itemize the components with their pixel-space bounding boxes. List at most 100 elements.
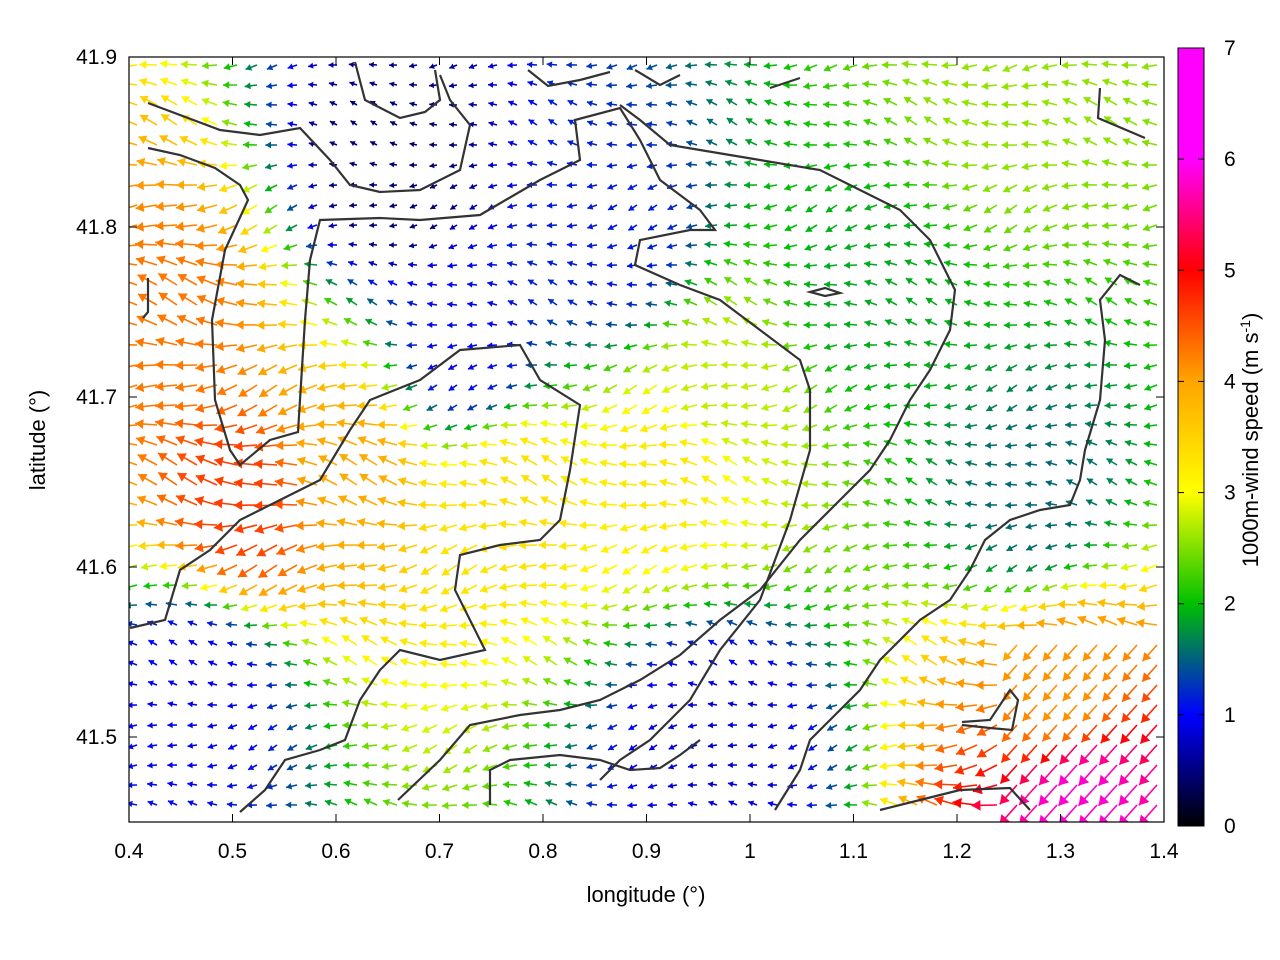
wind-arrow: [586, 120, 598, 127]
wind-arrow-head: [1142, 204, 1151, 212]
wind-arrow-head: [527, 260, 534, 267]
wind-arrow-head: [526, 61, 533, 68]
wind-arrow-head: [1121, 61, 1129, 70]
wind-arrow: [627, 184, 638, 191]
wind-arrow: [409, 223, 418, 229]
wind-arrow-head: [925, 278, 933, 285]
wind-arrow-head: [329, 202, 335, 209]
wind-arrow-head: [179, 135, 189, 144]
wind-arrow: [983, 244, 998, 252]
wind-arrow: [763, 260, 778, 268]
wind-arrow-head: [547, 160, 554, 167]
wind-arrow-head: [803, 262, 811, 270]
wind-arrow: [981, 162, 998, 171]
wind-arrow-head: [389, 182, 395, 189]
wind-arrow: [129, 281, 138, 286]
wind-arrow-head: [843, 162, 851, 170]
wind-arrow-head: [1001, 82, 1009, 91]
wind-arrow-head: [646, 281, 653, 288]
wind-arrow-head: [195, 257, 205, 268]
wind-arrow: [1082, 240, 1098, 248]
wind-arrow-head: [329, 141, 336, 147]
wind-arrow: [347, 260, 358, 267]
wind-arrow: [448, 82, 458, 89]
wind-arrow-head: [724, 60, 731, 68]
wind-arrow: [586, 62, 598, 70]
wind-arrow-head: [784, 204, 793, 212]
wind-arrow-head: [1123, 117, 1132, 125]
wind-arrow: [566, 61, 578, 69]
wind-arrow-head: [117, 497, 126, 506]
wind-arrow: [387, 280, 398, 286]
wind-arrow-head: [1042, 118, 1050, 127]
wind-arrow: [1102, 78, 1118, 86]
wind-arrow-head: [308, 203, 315, 210]
wind-arrow-head: [201, 97, 210, 106]
wind-arrow: [567, 279, 578, 286]
wind-arrow-head: [686, 140, 693, 147]
wind-arrow-head: [139, 114, 149, 123]
wind-arrow: [547, 99, 558, 106]
wind-arrow: [1062, 117, 1078, 126]
wind-arrow: [724, 79, 738, 87]
wind-arrow: [844, 184, 858, 191]
wind-arrow: [235, 279, 258, 289]
wind-arrow-head: [1083, 258, 1091, 266]
wind-arrow: [763, 182, 778, 190]
wind-arrow: [220, 139, 238, 148]
wind-arrow: [925, 277, 938, 286]
wind-arrow-head: [115, 340, 123, 350]
wind-arrow-head: [1022, 261, 1030, 270]
wind-arrow-head: [196, 203, 206, 214]
wind-arrow: [256, 299, 278, 309]
wind-arrow: [1082, 137, 1098, 146]
wind-arrow-head: [447, 301, 453, 308]
wind-arrow: [1141, 98, 1158, 107]
wind-arrow-head: [924, 116, 932, 124]
wind-arrow-head: [922, 181, 929, 189]
wind-arrow: [408, 62, 418, 69]
wind-arrow-head: [117, 295, 126, 304]
wind-arrow: [488, 162, 498, 169]
wind-arrow: [863, 161, 878, 169]
wind-arrow: [921, 60, 938, 69]
wind-arrow-head: [903, 137, 912, 145]
wind-arrow-head: [116, 317, 125, 326]
wind-arrow: [845, 204, 858, 212]
wind-arrow: [685, 62, 698, 69]
wind-arrow-head: [1042, 242, 1050, 251]
wind-arrow: [159, 59, 178, 69]
wind-arrow: [1122, 241, 1138, 249]
wind-arrow-head: [902, 78, 910, 86]
wind-arrow-shaft: [129, 64, 138, 67]
wind-arrow: [1101, 158, 1118, 167]
wind-arrow-head: [903, 97, 912, 104]
wind-arrow-head: [369, 202, 375, 209]
wind-arrow: [763, 160, 778, 169]
wind-arrow: [1121, 159, 1138, 168]
wind-arrow: [367, 279, 378, 286]
wind-arrow: [783, 119, 798, 127]
wind-arrow: [784, 224, 798, 232]
wind-arrow: [1081, 60, 1098, 69]
wind-arrow-head: [587, 223, 594, 230]
wind-arrow: [175, 239, 198, 249]
wind-arrow: [449, 121, 458, 128]
wind-arrow: [265, 141, 278, 149]
wind-arrow: [744, 79, 758, 87]
wind-arrow-shaft: [129, 300, 138, 306]
wind-arrow-head: [1041, 62, 1049, 71]
wind-arrow: [646, 121, 658, 128]
wind-arrow: [387, 299, 398, 306]
wind-arrow-head: [805, 205, 813, 213]
wind-arrow: [685, 161, 698, 168]
wind-arrow: [884, 278, 898, 286]
wind-arrow: [219, 161, 238, 170]
wind-arrow: [1103, 258, 1118, 266]
wind-arrow-head: [219, 161, 227, 170]
wind-arrow-head: [283, 243, 291, 251]
wind-arrow-head: [1003, 244, 1011, 252]
wind-arrow-head: [409, 101, 415, 108]
wind-arrow: [704, 241, 718, 249]
wind-arrow-head: [528, 140, 535, 146]
